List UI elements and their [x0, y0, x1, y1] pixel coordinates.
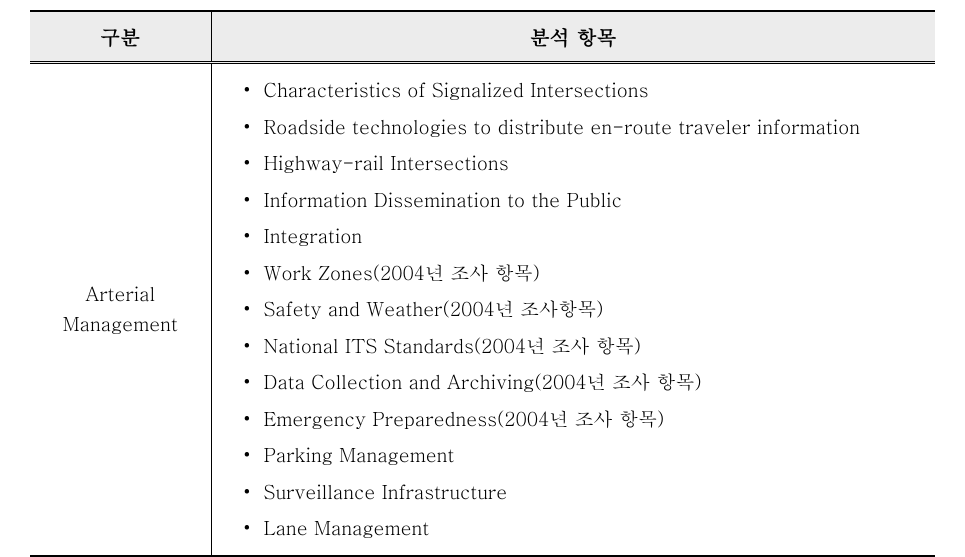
- items-list: Characteristics of Signalized Intersecti…: [232, 72, 916, 547]
- list-item: Parking Management: [242, 437, 916, 474]
- table-header-row: 구분 분석 항목: [30, 11, 935, 63]
- analysis-table: 구분 분석 항목 Arterial Management Characteris…: [30, 10, 935, 557]
- list-item: Work Zones(2004년 조사 항목): [242, 255, 916, 292]
- table-row: Arterial Management Characteristics of S…: [30, 63, 935, 556]
- items-cell: Characteristics of Signalized Intersecti…: [211, 63, 935, 556]
- list-item: Highway-rail Intersections: [242, 145, 916, 182]
- list-item: Roadside technologies to distribute en-r…: [242, 109, 916, 146]
- list-item: Integration: [242, 218, 916, 255]
- list-item: Surveillance Infrastructure: [242, 474, 916, 511]
- category-line2: Management: [63, 310, 178, 337]
- category-line1: Arterial: [85, 280, 155, 307]
- list-item: Information Dissemination to the Public: [242, 182, 916, 219]
- list-item: Safety and Weather(2004년 조사항목): [242, 291, 916, 328]
- list-item: Emergency Preparedness(2004년 조사 항목): [242, 401, 916, 438]
- list-item: Data Collection and Archiving(2004년 조사 항…: [242, 364, 916, 401]
- header-items: 분석 항목: [211, 11, 935, 63]
- list-item: National ITS Standards(2004년 조사 항목): [242, 328, 916, 365]
- header-category: 구분: [30, 11, 211, 63]
- list-item: Lane Management: [242, 510, 916, 547]
- category-cell: Arterial Management: [30, 63, 211, 556]
- list-item: Characteristics of Signalized Intersecti…: [242, 72, 916, 109]
